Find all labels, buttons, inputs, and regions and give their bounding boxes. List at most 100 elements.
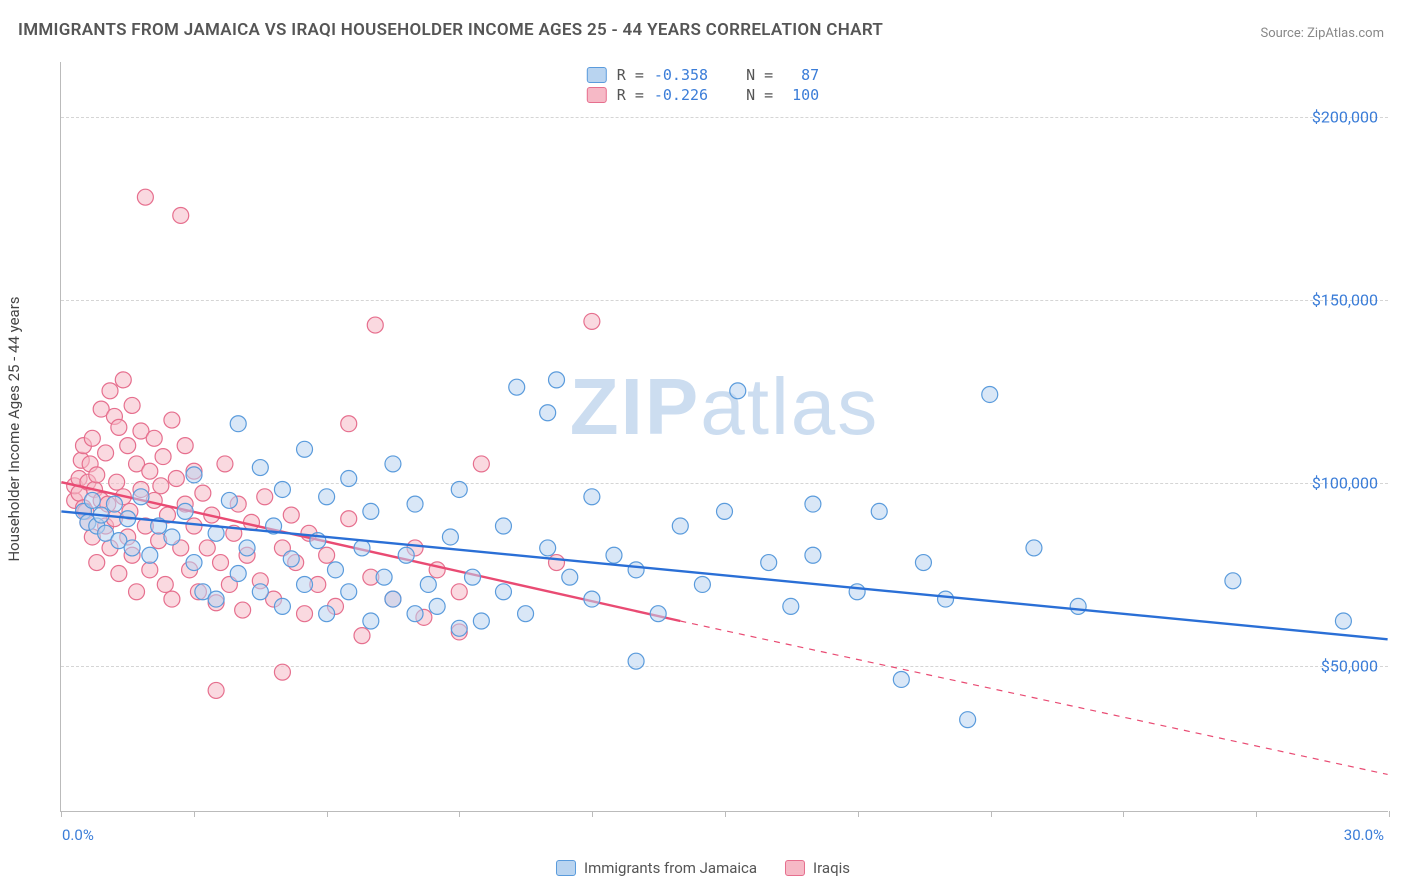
data-point: [239, 540, 255, 556]
legend-r-value: -0.358: [654, 65, 708, 85]
data-point: [694, 576, 710, 592]
data-point: [761, 555, 777, 571]
data-point: [252, 460, 268, 476]
data-point: [137, 189, 153, 205]
x-min-label: 0.0%: [62, 826, 94, 844]
plot-area: ZIPatlas $50,000$100,000$150,000$200,000: [60, 62, 1388, 812]
chart-title: IMMIGRANTS FROM JAMAICA VS IRAQI HOUSEHO…: [18, 20, 883, 40]
data-point: [327, 562, 343, 578]
legend-swatch: [587, 87, 607, 103]
legend-stats: R =-0.358 N =87R =-0.226 N =100: [577, 62, 829, 109]
data-point: [217, 456, 233, 472]
data-point: [168, 471, 184, 487]
data-point: [584, 313, 600, 329]
data-point: [451, 584, 467, 600]
data-point: [230, 416, 246, 432]
data-point: [805, 547, 821, 563]
data-point: [341, 511, 357, 527]
y-axis-title: Householder Income Ages 25 - 44 years: [5, 296, 23, 561]
data-point: [518, 606, 534, 622]
data-point: [208, 591, 224, 607]
data-point: [549, 372, 565, 388]
x-tick: [327, 811, 328, 817]
data-point: [451, 620, 467, 636]
data-point: [385, 591, 401, 607]
legend-item: Immigrants from Jamaica: [556, 859, 757, 877]
data-point: [319, 606, 335, 622]
x-tick: [1256, 811, 1257, 817]
data-point: [297, 441, 313, 457]
data-point: [230, 566, 246, 582]
data-point: [341, 416, 357, 432]
legend-r-value: -0.226: [654, 85, 708, 105]
data-point: [606, 547, 622, 563]
legend-n-value: 87: [783, 65, 819, 85]
data-point: [650, 606, 666, 622]
data-point: [195, 485, 211, 501]
data-point: [257, 489, 273, 505]
legend-bottom: Immigrants from JamaicaIraqis: [556, 859, 850, 877]
data-point: [451, 481, 467, 497]
data-point: [124, 540, 140, 556]
data-point: [153, 478, 169, 494]
data-point: [157, 576, 173, 592]
data-point: [717, 503, 733, 519]
data-point: [363, 503, 379, 519]
legend-label: Immigrants from Jamaica: [584, 859, 757, 877]
data-point: [98, 445, 114, 461]
data-point: [1335, 613, 1351, 629]
chart-svg: [61, 62, 1388, 811]
data-point: [938, 591, 954, 607]
data-point: [213, 555, 229, 571]
data-point: [173, 207, 189, 223]
data-point: [274, 481, 290, 497]
data-point: [915, 555, 931, 571]
data-point: [367, 317, 383, 333]
data-point: [549, 555, 565, 571]
data-point: [274, 664, 290, 680]
data-point: [111, 419, 127, 435]
data-point: [982, 386, 998, 402]
x-tick: [858, 811, 859, 817]
data-point: [186, 555, 202, 571]
data-point: [584, 591, 600, 607]
x-max-label: 30.0%: [1344, 826, 1384, 844]
data-point: [297, 606, 313, 622]
data-point: [102, 383, 118, 399]
data-point: [146, 430, 162, 446]
data-point: [407, 606, 423, 622]
data-point: [319, 547, 335, 563]
x-tick: [1389, 811, 1390, 817]
data-point: [164, 591, 180, 607]
data-point: [164, 412, 180, 428]
data-point: [111, 566, 127, 582]
data-point: [341, 584, 357, 600]
data-point: [849, 584, 865, 600]
data-point: [142, 463, 158, 479]
data-point: [106, 496, 122, 512]
trend-line-extrapolated: [680, 621, 1387, 774]
x-tick: [194, 811, 195, 817]
data-point: [495, 518, 511, 534]
data-point: [584, 489, 600, 505]
data-point: [142, 562, 158, 578]
data-point: [805, 496, 821, 512]
data-point: [84, 430, 100, 446]
data-point: [376, 569, 392, 585]
data-point: [89, 467, 105, 483]
data-point: [960, 712, 976, 728]
x-tick: [991, 811, 992, 817]
data-point: [730, 383, 746, 399]
data-point: [1225, 573, 1241, 589]
data-point: [495, 584, 511, 600]
data-point: [672, 518, 688, 534]
legend-stat-row: R =-0.358 N =87: [587, 65, 819, 85]
data-point: [235, 602, 251, 618]
data-point: [177, 438, 193, 454]
data-point: [354, 540, 370, 556]
data-point: [628, 562, 644, 578]
data-point: [871, 503, 887, 519]
data-point: [199, 540, 215, 556]
data-point: [429, 598, 445, 614]
legend-swatch: [556, 860, 576, 876]
